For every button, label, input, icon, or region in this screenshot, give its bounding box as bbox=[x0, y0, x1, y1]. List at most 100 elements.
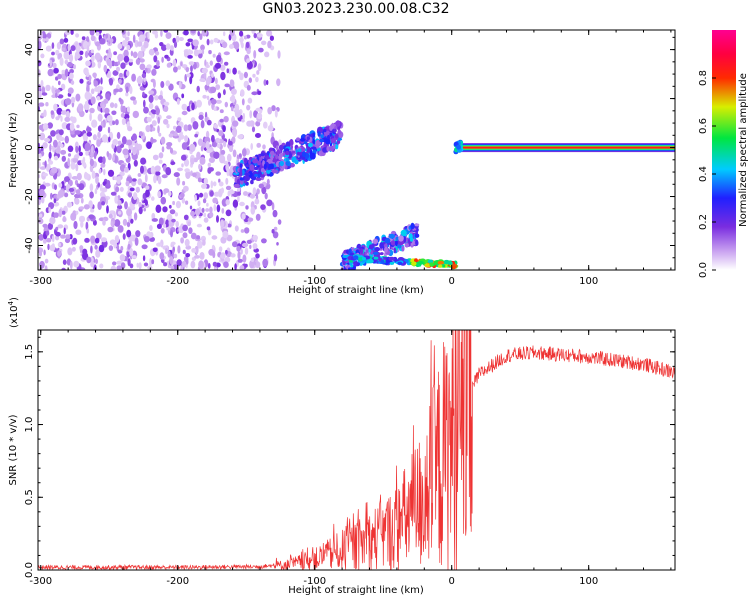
spectrogram-cell bbox=[173, 125, 177, 130]
spectrogram-cell bbox=[232, 149, 237, 158]
spectrogram-cell bbox=[264, 192, 268, 200]
spectrogram-cell bbox=[220, 71, 226, 81]
spectrogram-cell bbox=[89, 191, 94, 199]
spectrogram-cell bbox=[186, 73, 191, 78]
spectrogram-cell bbox=[57, 242, 62, 247]
spectrogram-cell bbox=[121, 105, 127, 114]
spectrogram-cell bbox=[155, 107, 161, 116]
spectrogram-cell bbox=[212, 53, 216, 58]
spectrogram-cell bbox=[151, 212, 156, 220]
spectrogram-cell bbox=[204, 59, 207, 67]
spectrogram-cell bbox=[237, 134, 244, 140]
spectrogram-cell bbox=[62, 259, 67, 266]
spectrogram-cell bbox=[250, 143, 253, 150]
spectrogram-cell bbox=[109, 102, 115, 108]
spectrogram-cell bbox=[209, 60, 213, 66]
spectrogram-cell bbox=[165, 167, 172, 176]
spectrogram-cell bbox=[264, 51, 270, 58]
spectrogram-cell bbox=[187, 55, 193, 59]
y-tick-label: 40 bbox=[24, 43, 35, 56]
spectrogram-cell bbox=[228, 140, 233, 146]
spectrogram-cell bbox=[70, 30, 74, 35]
spectrogram-cell bbox=[79, 110, 85, 118]
spectrogram-cell bbox=[232, 199, 239, 208]
spectrogram-cell bbox=[108, 78, 114, 86]
spectrogram-cell bbox=[183, 30, 189, 36]
spectrogram-cell bbox=[86, 126, 92, 133]
spectrogram-cell bbox=[203, 217, 209, 223]
x-tick-label: 0 bbox=[449, 276, 455, 287]
spectrogram-cell bbox=[68, 53, 74, 63]
spectrogram-cell bbox=[243, 191, 248, 196]
spectrogram-cell bbox=[218, 181, 224, 187]
spectrogram-cell bbox=[246, 84, 251, 91]
spectrogram-cell bbox=[39, 132, 46, 141]
spectrogram-cell bbox=[196, 85, 200, 93]
spectrogram-cell bbox=[196, 151, 201, 160]
spectrogram-cell bbox=[229, 44, 234, 49]
spectrogram-cell bbox=[348, 248, 352, 254]
spectrogram-cell bbox=[61, 210, 66, 215]
spectrogram-cell bbox=[158, 217, 164, 226]
spectrogram-cell bbox=[131, 178, 137, 182]
spectrogram-cell bbox=[182, 232, 188, 239]
spectrogram-cell bbox=[178, 80, 182, 89]
spectrogram-cell bbox=[45, 37, 49, 42]
spectrogram-cell bbox=[271, 105, 276, 112]
spectrogram-cell bbox=[163, 188, 170, 194]
spectrogram-cell bbox=[330, 138, 337, 144]
spectrogram-cell bbox=[263, 163, 267, 170]
spectrogram-cell bbox=[137, 50, 144, 59]
spectrogram-cell bbox=[183, 158, 190, 167]
spectrogram-cell bbox=[249, 260, 255, 269]
spectrogram-cell bbox=[130, 50, 134, 57]
spectrogram-cell bbox=[230, 94, 236, 104]
spectrogram-cell bbox=[67, 87, 74, 94]
spectrogram-cell bbox=[108, 136, 111, 143]
spectrogram-cell bbox=[59, 57, 64, 66]
spectrogram-cell bbox=[154, 32, 159, 39]
spectrogram-cell bbox=[119, 72, 123, 78]
spectrogram-cell bbox=[132, 99, 137, 105]
spectrogram-cell bbox=[185, 259, 189, 265]
spectrogram-cell bbox=[149, 257, 153, 267]
spectrogram-cell bbox=[135, 58, 141, 65]
spectrogram-cell bbox=[216, 128, 220, 133]
spectrogram-cell bbox=[154, 165, 161, 172]
spectrogram-cell bbox=[75, 145, 79, 153]
spectrogram-cell bbox=[106, 180, 111, 187]
spectrogram-cell bbox=[206, 226, 211, 231]
spectrogram-cell bbox=[51, 167, 58, 174]
spectrogram-cell bbox=[111, 110, 117, 116]
spectrogram-cell bbox=[206, 61, 209, 68]
spectrogram-cell bbox=[192, 121, 199, 130]
spectrogram-cell bbox=[44, 137, 51, 143]
spectrogram-cell bbox=[107, 226, 114, 233]
spectrogram-cell bbox=[181, 163, 184, 168]
spectrogram-cell bbox=[218, 246, 223, 252]
spectrogram-cell bbox=[116, 244, 120, 252]
spectrogram-cell bbox=[126, 208, 133, 217]
snr-plot-area bbox=[38, 330, 675, 570]
spectrogram-cell bbox=[113, 51, 117, 56]
spectrogram-cell bbox=[72, 210, 77, 218]
spectrogram-cell bbox=[348, 267, 351, 270]
spectrogram-cell bbox=[60, 149, 67, 155]
spectrogram-cell bbox=[438, 264, 443, 268]
spectrogram-cell bbox=[216, 215, 219, 223]
spectrogram-cell bbox=[196, 223, 202, 228]
spectrogram-cell bbox=[97, 182, 101, 188]
spectrogram-cell bbox=[114, 103, 118, 109]
spectrogram-cell bbox=[189, 50, 193, 55]
spectrogram-cell bbox=[203, 192, 208, 200]
spectrogram-cell bbox=[69, 260, 73, 270]
spectrogram-cell bbox=[161, 56, 164, 63]
spectrogram-cell bbox=[57, 94, 64, 99]
spectrogram-cell bbox=[82, 161, 87, 168]
spectrogram-cell bbox=[208, 50, 212, 55]
spectrogram-cell bbox=[215, 84, 221, 90]
spectrogram-cell bbox=[226, 153, 232, 162]
spectrogram-cell bbox=[158, 159, 163, 164]
y-tick-label: 1.5 bbox=[24, 344, 35, 360]
spectrogram-cell bbox=[187, 38, 194, 43]
